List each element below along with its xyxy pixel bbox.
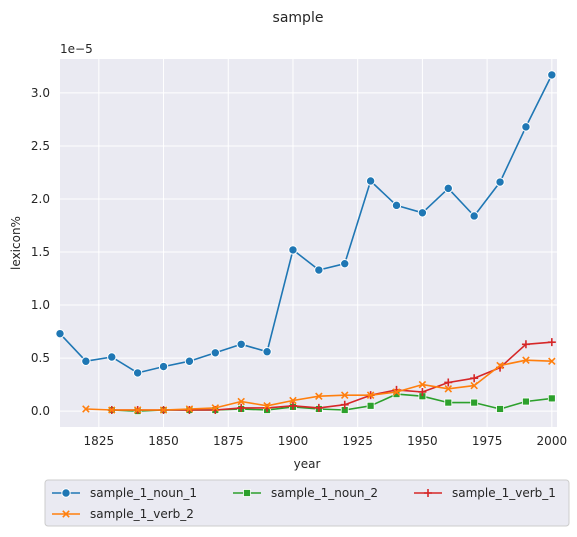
legend-marker [62,510,70,518]
x-axis-label: year [294,457,321,471]
data-point [82,405,90,413]
x-tick-label: 1825 [84,434,115,448]
data-point [107,352,117,362]
data-point [469,211,479,221]
data-point [444,398,453,407]
data-point [81,356,91,366]
data-point [496,361,504,370]
data-point [391,200,402,211]
series-line [111,341,552,411]
data-point [417,208,428,218]
data-point [263,402,271,410]
data-point [210,348,221,358]
data-point [237,397,245,406]
x-tick-label: 2000 [537,434,568,448]
data-point [418,380,427,389]
data-point [340,258,350,269]
data-point [444,385,453,393]
x-tick-label: 1950 [407,434,438,448]
x-tick-label: 1900 [278,434,309,448]
data-point [470,381,478,390]
y-tick-label: 1.0 [31,298,50,312]
data-point [211,404,220,412]
legend-item: sample_1_verb_1 [414,486,556,500]
data-point [443,183,453,194]
data-point [495,177,505,187]
data-point [236,339,246,349]
x-tick-label: 1975 [472,434,503,448]
data-point [315,392,323,401]
y-tick-label: 3.0 [31,86,50,100]
data-point [237,403,246,412]
legend-label: sample_1_noun_2 [271,486,378,500]
data-point [262,347,272,357]
data-point [418,388,427,397]
series-sample_1_verb_2 [82,356,556,414]
data-point [522,356,530,364]
data-point [392,388,401,396]
data-point [547,70,557,80]
y-offset-text: 1e−5 [60,42,93,56]
data-point [496,405,504,413]
data-point [340,400,349,409]
y-axis-label: lexicon% [9,216,23,270]
legend-label: sample_1_noun_1 [90,486,197,500]
data-point [314,403,323,412]
legend-marker [424,489,432,497]
y-tick-label: 0.5 [31,351,50,365]
data-point [365,176,376,186]
legend-marker [61,488,71,498]
legend-label: sample_1_verb_1 [452,486,556,500]
plot-area [60,59,557,427]
x-tick-label: 1850 [148,434,179,448]
data-point [521,340,530,349]
data-point [289,396,297,405]
data-point [340,391,349,399]
data-point [55,328,65,339]
x-tick-label: 1875 [213,434,244,448]
data-point [547,338,556,347]
tick-labels: 1825 1850 1875 1900 1925 1950 1975 2000 0.0 0.5 1.… [31,86,567,448]
legend-label: sample_1_verb_2 [90,507,194,521]
data-point [158,361,169,372]
legend-box [44,479,570,527]
y-tick-label: 1.5 [31,245,50,259]
data-point [288,245,298,255]
legend: sample_1_noun_1 sample_1_noun_2 sample_1_v… [44,479,570,527]
chart-title: sample [273,10,324,26]
data-point [470,398,479,407]
series-layer [55,70,557,415]
data-point [185,405,194,413]
data-point [521,122,531,132]
y-tick-label: 2.0 [31,192,50,206]
data-point [470,374,479,383]
legend-item: sample_1_noun_2 [233,486,378,500]
data-point [366,391,375,399]
y-tick-label: 2.5 [31,139,50,153]
data-point [184,356,195,366]
y-tick-label: 0.0 [31,404,50,418]
data-point [288,401,297,410]
data-point [548,357,556,366]
x-tick-label: 1925 [342,434,373,448]
legend-item: sample_1_noun_1 [52,486,197,500]
data-point [159,406,168,414]
legend-item: sample_1_verb_2 [52,507,194,521]
data-point [132,368,143,378]
data-point [444,378,453,387]
data-point [547,394,556,403]
legend-marker [243,489,251,497]
series-sample_1_noun_1 [55,70,557,378]
data-point [133,406,142,414]
data-point [522,397,530,406]
data-point [108,406,116,414]
data-point [366,401,375,410]
data-point [314,265,324,275]
